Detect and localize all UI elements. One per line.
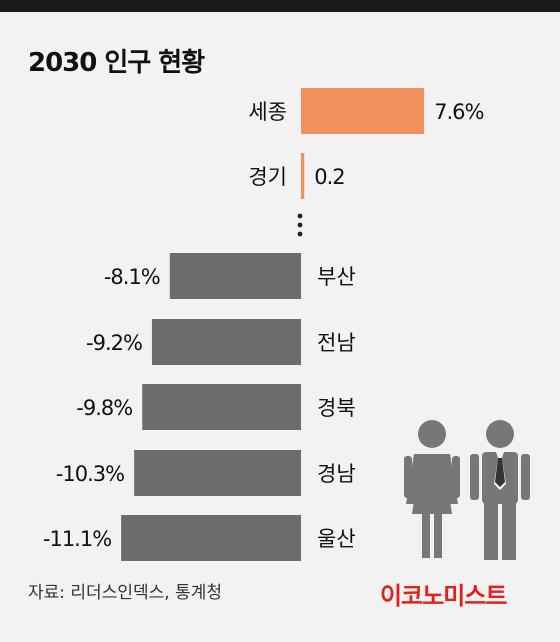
ellipsis-dot — [297, 231, 303, 237]
ellipsis-dot — [297, 222, 303, 228]
bar-경북 — [142, 384, 301, 430]
category-label: 경기 — [248, 165, 287, 189]
category-label: 부산 — [317, 265, 356, 289]
category-label: 세종 — [248, 100, 287, 124]
value-label: -8.1% — [104, 265, 160, 289]
value-label: 0.2 — [314, 165, 344, 189]
bar-부산 — [169, 253, 301, 299]
category-label: 울산 — [317, 527, 356, 551]
bar-전남 — [151, 319, 301, 365]
woman-icon — [404, 420, 460, 558]
ellipsis-dot — [297, 213, 303, 219]
value-label: -9.8% — [76, 396, 132, 420]
value-label: -10.3% — [56, 462, 124, 486]
bar-울산 — [121, 515, 302, 561]
category-label: 전남 — [317, 331, 356, 355]
bar-chart: 세종 7.6% 경기 0.2 부산 -8.1% 전남 -9.2% 경북 -9.8% 경남 -10.3%… — [43, 88, 485, 561]
man-icon — [470, 420, 530, 560]
value-label: -9.2% — [86, 331, 142, 355]
top-bar — [0, 0, 560, 12]
bar-세종 — [301, 88, 425, 134]
brand-logo: 이코노미스트 — [380, 582, 507, 610]
category-label: 경북 — [317, 396, 356, 420]
source-note: 자료: 리더스인덱스, 통계청 — [28, 583, 222, 603]
bar-경기 — [301, 153, 305, 199]
people-icon — [404, 420, 530, 560]
value-label: -11.1% — [43, 527, 111, 551]
category-label: 경남 — [317, 462, 356, 486]
chart-title: 2030 인구 현황 — [28, 48, 205, 78]
value-label: 7.6% — [434, 100, 483, 124]
bar-경남 — [134, 450, 301, 496]
